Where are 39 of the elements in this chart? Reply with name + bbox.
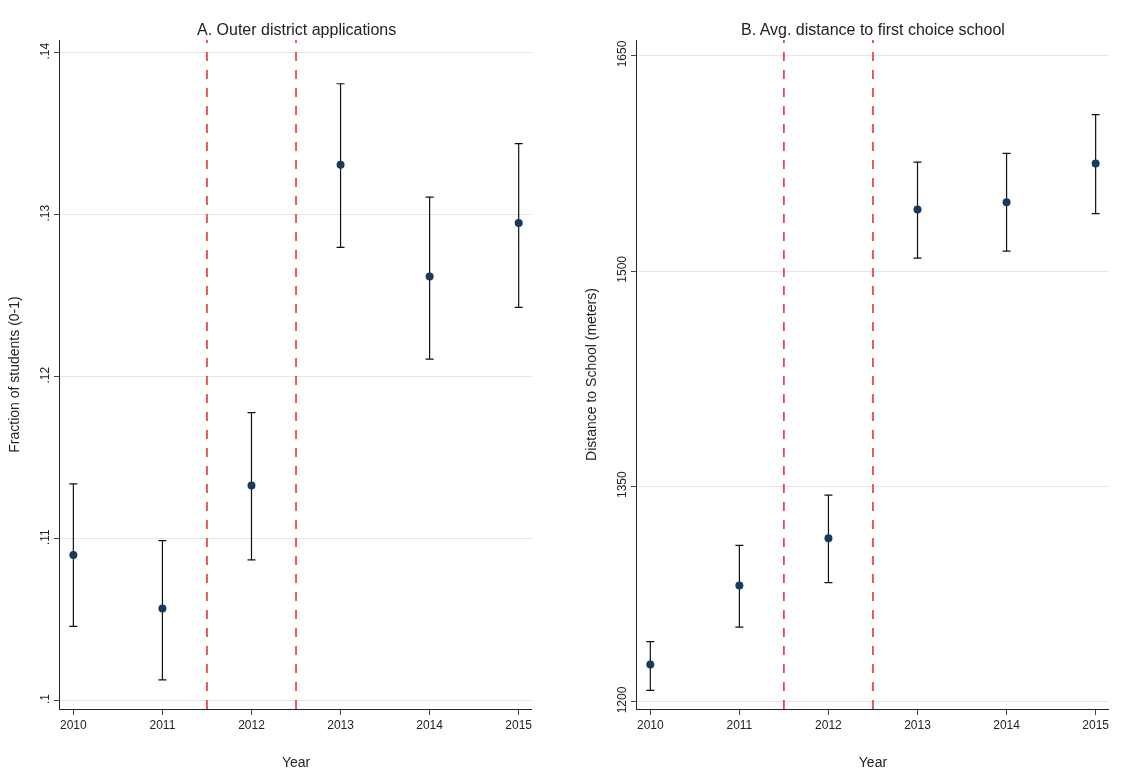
x-tick-label: 2010 [60,718,88,733]
y-axis-title: Fraction of students (0-1) [5,296,22,453]
x-tick-label: 2012 [238,718,266,733]
x-axis-title: Year [281,753,311,770]
point [69,551,78,560]
point [646,660,655,669]
point [735,581,744,590]
y-axis-title: Distance to School (meters) [582,288,599,461]
y-tick-label: 1650 [615,40,630,68]
x-axis-title: Year [858,753,888,770]
point [824,534,833,543]
x-tick-label: 2013 [327,718,355,733]
point [1002,198,1011,207]
chart-title: A. Outer district applications [197,21,397,38]
x-tick-label: 2015 [1082,718,1110,733]
x-tick-label: 2011 [726,718,753,733]
x-tick-label: 2013 [904,718,932,733]
point [247,481,256,490]
y-tick-label: .11 [38,528,53,546]
y-tick-label: 1500 [615,255,630,283]
y-tick-label: .1 [38,693,53,705]
point [336,160,345,169]
point [158,604,167,613]
x-tick-label: 2014 [993,718,1021,733]
point [1091,159,1100,168]
point [514,219,523,228]
y-tick-label: .14 [38,42,53,60]
y-tick-label: 1200 [615,686,630,714]
x-tick-label: 2014 [416,718,444,733]
y-tick-label: 1350 [615,471,630,499]
y-tick-label: .13 [38,204,53,222]
x-tick-label: 2012 [815,718,843,733]
x-tick-label: 2015 [505,718,533,733]
y-tick-label: .12 [38,366,53,384]
point [425,272,434,281]
x-tick-label: 2010 [636,718,664,733]
x-tick-label: 2011 [149,718,176,733]
point [913,205,922,214]
chart-title: B. Avg. distance to first choice school [741,21,1005,38]
